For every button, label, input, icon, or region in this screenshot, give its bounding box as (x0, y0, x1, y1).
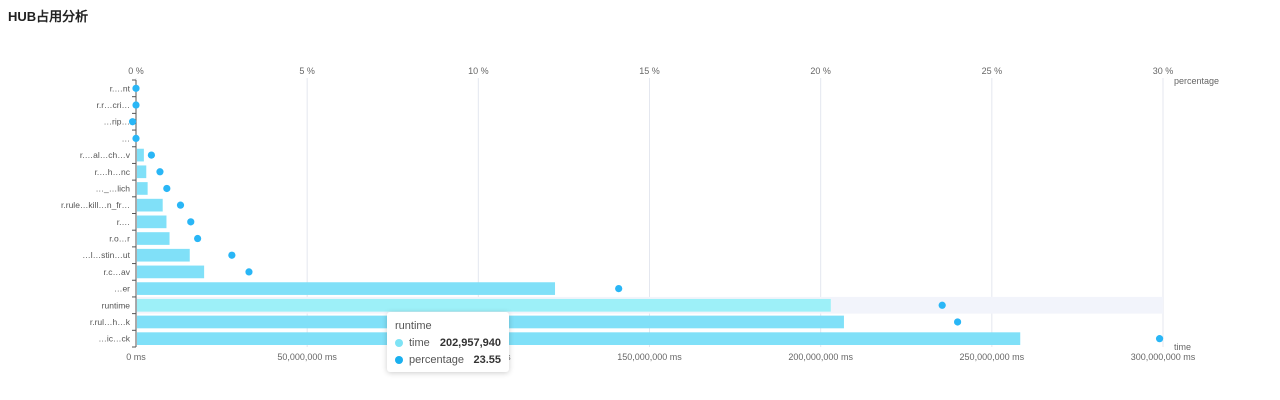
bottom-tick-label: 250,000,000 ms (960, 352, 1025, 362)
tooltip-row-percentage: percentage 23.55 (395, 353, 501, 367)
chart-tooltip: runtime time 202,957,940 percentage 23.5… (387, 312, 509, 372)
time-bar (137, 298, 831, 312)
percentage-point (615, 284, 623, 293)
tooltip-time-label: time (409, 337, 430, 349)
tooltip-percentage-value: 23.55 (473, 354, 501, 366)
percentage-point (128, 118, 137, 126)
percentage-point (954, 318, 962, 326)
time-bar (137, 198, 163, 212)
top-tick-label: 10 % (468, 66, 489, 76)
category-label: r.c…av (104, 267, 131, 277)
time-bar (137, 265, 205, 279)
percentage-point (1155, 335, 1164, 343)
tooltip-percentage-dot (395, 356, 403, 364)
category-label: r.…nt (110, 83, 131, 93)
time-bar (137, 282, 556, 295)
time-bar (137, 148, 144, 162)
percentage-point (245, 268, 253, 276)
percentage-point (132, 101, 140, 109)
top-tick-label: 30 % (1153, 66, 1174, 76)
top-tick-label: 5 % (299, 66, 315, 76)
top-tick-label: 15 % (639, 66, 660, 76)
category-label: r.…h…nc (95, 167, 131, 177)
category-label: r.rule…kill…n_fr… (61, 200, 130, 210)
percentage-point (938, 301, 946, 309)
top-tick-label: 20 % (810, 66, 831, 76)
bottom-tick-label: 50,000,000 ms (277, 352, 337, 362)
percentage-point (163, 184, 171, 193)
top-tick-label: 25 % (982, 66, 1003, 76)
percentage-point (228, 251, 236, 259)
category-label: r.o…r (109, 234, 130, 244)
time-bar (137, 182, 148, 195)
percentage-point (132, 134, 140, 143)
category-label: runtime (102, 300, 131, 310)
time-bar (137, 332, 1021, 345)
tooltip-time-dot (395, 339, 403, 347)
time-bar (137, 165, 147, 179)
category-label: …rip… (104, 117, 130, 127)
bottom-axis-name: time (1174, 342, 1191, 352)
category-label: r.rul…h…k (90, 317, 131, 327)
category-label: …er (114, 284, 130, 294)
bottom-tick-label: 150,000,000 ms (617, 352, 682, 362)
category-label: r.… (117, 217, 130, 227)
page-title: HUB占用分析 (8, 9, 89, 24)
tooltip-percentage-label: percentage (409, 354, 465, 366)
category-label: …_…lich (96, 183, 131, 193)
percentage-point (187, 218, 195, 226)
bottom-tick-label: 200,000,000 ms (788, 352, 853, 362)
percentage-point (194, 234, 202, 243)
category-label: …l…stin…ut (82, 250, 130, 260)
top-tick-label: 0 % (128, 66, 144, 76)
category-label: r.r…cri… (96, 100, 130, 110)
bottom-tick-label: 0 ms (126, 352, 146, 362)
category-label: …ic…ck (98, 334, 130, 344)
percentage-point (132, 84, 140, 92)
top-axis-name: percentage (1174, 76, 1219, 86)
time-bar (137, 215, 167, 229)
tooltip-time-value: 202,957,940 (439, 337, 501, 349)
percentage-point (147, 151, 156, 159)
time-bar (137, 232, 170, 245)
tooltip-row-time: time 202,957,940 (395, 336, 501, 350)
percentage-point (176, 201, 185, 209)
time-bar (137, 248, 190, 262)
percentage-point (156, 168, 164, 176)
category-label: r.…al…ch…v (80, 150, 131, 160)
tooltip-title: runtime (395, 320, 432, 332)
bottom-tick-label: 300,000,000 ms (1131, 352, 1196, 362)
category-label: … (122, 133, 131, 143)
